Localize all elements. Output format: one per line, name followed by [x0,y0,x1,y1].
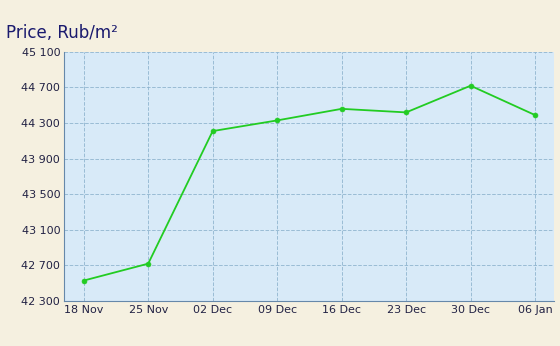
Text: Price, Rub/m²: Price, Rub/m² [6,24,118,42]
